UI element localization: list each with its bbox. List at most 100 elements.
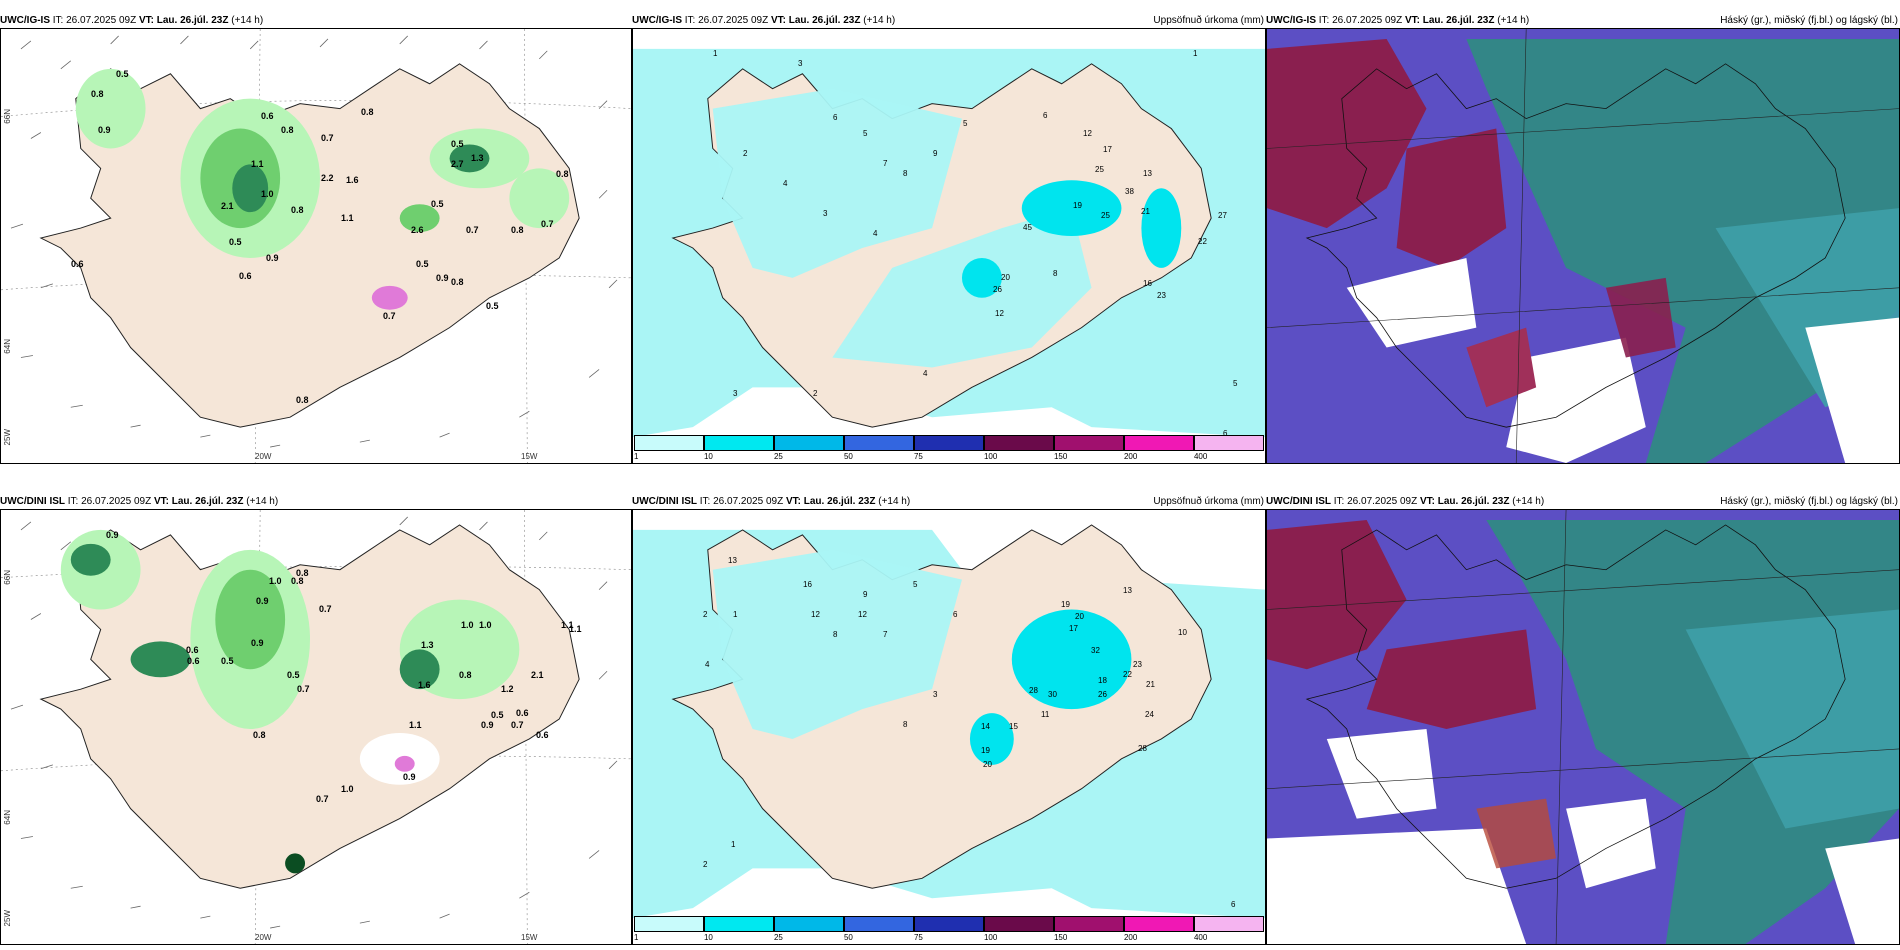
value-label: 3 <box>733 389 738 398</box>
value-label: 0.8 <box>291 576 304 586</box>
colorbar-label: 100 <box>983 452 998 461</box>
value-label: 8 <box>903 169 908 178</box>
value-label: 0.5 <box>416 259 429 269</box>
value-label: 0.9 <box>106 530 119 540</box>
value-label: 0.9 <box>266 253 279 263</box>
value-label: 25 <box>1095 165 1104 174</box>
value-label: 1.0 <box>269 576 282 586</box>
colorbar-label: 25 <box>773 452 783 461</box>
colorbar-swatch <box>1053 435 1124 451</box>
colorbar-label: 10 <box>703 452 713 461</box>
panel-title: Háský (gr.), miðský (fj.bl.) og lágský (… <box>1720 496 1898 507</box>
map-frame: 66N 64N 20W 15W 25W 0.9 1.0 0.8 0.9 0.6 … <box>0 509 632 945</box>
colorbar-swatch <box>1123 916 1194 932</box>
value-label: 9 <box>863 590 868 599</box>
value-label: 0.9 <box>403 772 416 782</box>
value-label: 27 <box>1218 211 1227 220</box>
value-label: 1 <box>731 840 736 849</box>
value-label: 6 <box>1231 900 1236 909</box>
panel-header: UWC/IG-IS IT: 26.07.2025 09Z VT: Lau. 26… <box>0 15 264 26</box>
value-label: 8 <box>833 630 838 639</box>
value-label: 0.8 <box>296 395 309 405</box>
value-label: 7 <box>883 630 888 639</box>
colorbar-swatch <box>703 916 774 932</box>
wind-barbs <box>10 35 618 448</box>
colorbar-swatch <box>983 435 1054 451</box>
value-label: 1.3 <box>471 153 484 163</box>
value-label: 23 <box>1133 660 1142 669</box>
value-label: 0.8 <box>511 225 524 235</box>
value-label: 13 <box>728 556 737 565</box>
precip-wind-panel-top: UWC/IG-IS IT: 26.07.2025 09Z VT: Lau. 26… <box>0 14 632 464</box>
value-label: 18 <box>1098 676 1107 685</box>
value-label: 0.5 <box>116 69 129 79</box>
accum-labels: 1 2 4 13 16 12 7 5 3 6 9 8 19 20 17 13 1… <box>633 510 1265 944</box>
lon-tick: 20W <box>255 452 272 461</box>
colorbar: 1 10 25 50 75 100 150 200 400 <box>634 435 1264 462</box>
value-label: 4 <box>705 660 710 669</box>
panel-title: Háský (gr.), miðský (fj.bl.) og lágský (… <box>1720 15 1898 26</box>
value-label: 7 <box>883 159 888 168</box>
colorbar-label: 100 <box>983 933 998 942</box>
value-label: 0.6 <box>261 111 274 121</box>
value-label: 26 <box>1098 690 1107 699</box>
value-label: 1.3 <box>421 640 434 650</box>
value-label: 0.7 <box>319 604 332 614</box>
value-label: 20 <box>983 760 992 769</box>
precip-map <box>1 510 631 944</box>
value-label: 0.6 <box>187 656 200 666</box>
value-label: 0.9 <box>251 638 264 648</box>
value-label: 2.1 <box>221 201 234 211</box>
value-label: 0.6 <box>516 708 529 718</box>
value-label: 5 <box>963 119 968 128</box>
value-label: 0.8 <box>556 169 569 179</box>
panel-header: UWC/IG-IS IT: 26.07.2025 09Z VT: Lau. 26… <box>632 15 1264 26</box>
colorbar-label: 50 <box>843 933 853 942</box>
value-label: 30 <box>1048 690 1057 699</box>
value-label: 3 <box>798 59 803 68</box>
value-label: 1.0 <box>479 620 492 630</box>
value-label: 0.8 <box>459 670 472 680</box>
value-label: 0.9 <box>481 720 494 730</box>
lon-tick: 15W <box>521 933 538 942</box>
colorbar-swatch <box>843 435 914 451</box>
value-label: 22 <box>1198 237 1207 246</box>
value-label: 8 <box>903 720 908 729</box>
colorbar-label: 400 <box>1193 933 1208 942</box>
value-label: 28 <box>1138 744 1147 753</box>
value-label: 1.1 <box>251 159 264 169</box>
value-label: 0.7 <box>383 311 396 321</box>
value-label: 3 <box>823 209 828 218</box>
colorbar-swatch <box>773 916 844 932</box>
cloud-map <box>1267 510 1899 944</box>
value-label: 1.2 <box>501 684 514 694</box>
panel-header: UWC/DINI ISL IT: 26.07.2025 09Z VT: Lau.… <box>632 496 1264 507</box>
value-label: 1.1 <box>409 720 422 730</box>
value-label: 15 <box>1009 722 1018 731</box>
value-label: 16 <box>1143 279 1152 288</box>
map-frame <box>1266 509 1900 945</box>
value-label: 2.7 <box>451 159 464 169</box>
colorbar-label: 150 <box>1053 452 1068 461</box>
accum-labels: 1 3 2 4 6 5 3 7 8 9 4 5 6 12 25 17 13 38… <box>633 29 1265 463</box>
colorbar-label: 400 <box>1193 452 1208 461</box>
accum-map <box>633 510 1265 944</box>
value-label: 6 <box>1223 429 1228 438</box>
colorbar-label: 1 <box>634 933 639 942</box>
value-label: 21 <box>1141 207 1150 216</box>
value-label: 6 <box>1043 111 1048 120</box>
cloud-cover-panel-top: UWC/IG-IS IT: 26.07.2025 09Z VT: Lau. 26… <box>1266 14 1900 464</box>
colorbar-swatch <box>703 435 774 451</box>
value-label: 13 <box>1143 169 1152 178</box>
lon-tick: 20W <box>255 933 272 942</box>
value-label: 5 <box>913 580 918 589</box>
value-label: 1.6 <box>418 680 431 690</box>
colorbar-swatch <box>843 916 914 932</box>
colorbar-swatch <box>983 916 1054 932</box>
value-label: 23 <box>1157 291 1166 300</box>
value-label: 12 <box>1083 129 1092 138</box>
value-label: 20 <box>1075 612 1084 621</box>
colorbar-label: 10 <box>703 933 713 942</box>
value-label: 0.5 <box>221 656 234 666</box>
value-label: 0.7 <box>466 225 479 235</box>
